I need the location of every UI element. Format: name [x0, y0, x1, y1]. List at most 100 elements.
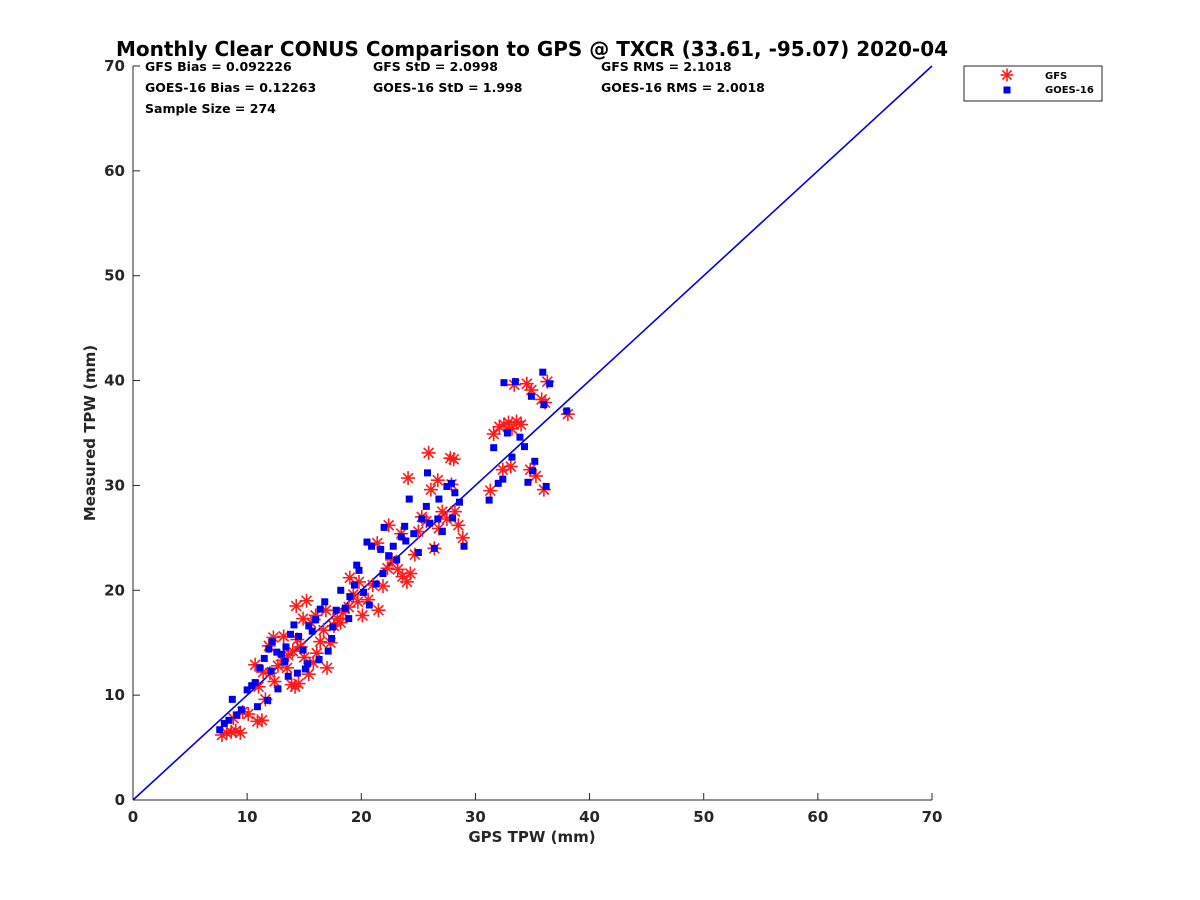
goes-16-point: [401, 522, 409, 530]
series-goes-16: [216, 368, 571, 734]
legend: GFS GOES-16: [963, 65, 1103, 102]
goes-16-point: [385, 552, 393, 560]
x-tick-label: 0: [128, 808, 138, 826]
gfs-point: [451, 518, 466, 533]
goes-16-point: [503, 429, 511, 437]
goes-16-point: [284, 672, 292, 680]
gfs-point: [455, 530, 470, 545]
goes-16-point: [494, 479, 502, 487]
y-tick-label: 30: [104, 476, 125, 494]
legend-label-gfs: GFS: [1045, 71, 1067, 82]
gfs-point: [241, 707, 256, 722]
legend-marker-goes-16: [1003, 86, 1011, 94]
one-to-one-line: [132, 65, 933, 801]
goes-16-point: [423, 469, 431, 477]
goes-16-point: [380, 523, 388, 531]
x-tick-label: 70: [922, 808, 943, 826]
goes-16-point: [460, 542, 468, 550]
goes-16-point: [341, 604, 349, 612]
gfs-point: [495, 462, 510, 477]
goes-16-point: [321, 598, 329, 606]
goes-16-point: [539, 368, 547, 376]
goes-16-point: [546, 380, 554, 388]
gfs-point: [355, 608, 370, 623]
goes-16-point: [529, 467, 536, 475]
goes-16-point: [542, 482, 550, 490]
stat-goes-bias: GOES-16 Bias = 0.12263: [145, 80, 316, 95]
goes-16-point: [365, 601, 373, 609]
goes-16-point: [332, 606, 340, 614]
goes-16-point: [316, 605, 324, 613]
gfs-point: [291, 676, 306, 691]
goes-16-point: [434, 515, 442, 523]
gfs-point: [299, 593, 314, 608]
x-axis-label: GPS TPW (mm): [468, 828, 595, 846]
goes-16-point: [430, 544, 438, 552]
goes-16-point: [372, 580, 380, 588]
goes-16-point: [256, 664, 264, 672]
stat-gfs-std: GFS StD = 2.0998: [373, 59, 498, 74]
goes-16-point: [277, 650, 285, 658]
gfs-point: [280, 660, 295, 675]
goes-16-point: [308, 627, 316, 635]
legend-marker-gfs: [1000, 68, 1014, 82]
goes-16-point: [295, 632, 303, 640]
goes-16-point: [414, 549, 422, 557]
reference-line: [132, 65, 933, 801]
goes-16-point: [293, 669, 301, 677]
goes-16-point: [260, 654, 268, 662]
data-marks: [215, 368, 575, 742]
gfs-point: [313, 634, 328, 649]
y-tick-label: 0: [115, 791, 125, 809]
legend-goes-16-square: [1003, 86, 1011, 94]
gfs-point: [421, 445, 436, 460]
goes-16-point: [360, 588, 368, 596]
x-tick-label: 40: [579, 808, 600, 826]
goes-16-point: [290, 621, 298, 629]
gfs-point: [333, 615, 348, 630]
goes-16-point: [305, 622, 313, 630]
x-tick-label: 10: [237, 808, 258, 826]
goes-16-point: [405, 495, 413, 503]
goes-16-point: [243, 686, 251, 694]
gfs-point: [486, 427, 501, 442]
gfs-point: [430, 473, 445, 488]
goes-16-point: [449, 514, 457, 522]
goes-16-point: [346, 593, 354, 601]
goes-16-point: [329, 623, 337, 631]
gfs-point: [289, 599, 304, 614]
y-tick-label: 60: [104, 162, 125, 180]
goes-16-point: [531, 457, 539, 465]
goes-16-point: [233, 711, 241, 719]
goes-16-point: [410, 530, 418, 538]
goes-16-point: [379, 570, 387, 578]
gfs-point: [435, 504, 450, 519]
goes-16-point: [228, 695, 236, 703]
goes-16-point: [393, 556, 401, 564]
goes-16-point: [216, 726, 224, 734]
gfs-point: [371, 603, 386, 618]
gfs-point: [276, 629, 291, 644]
goes-16-point: [251, 679, 259, 687]
goes-16-point: [389, 542, 397, 550]
gfs-point: [483, 483, 498, 498]
goes-16-point: [363, 538, 371, 546]
x-tick-label: 30: [465, 808, 486, 826]
goes-16-point: [268, 638, 276, 646]
axes: 0 10 20 30 40 50 60 70 0 10 20 30 40 50 60 70: [104, 57, 942, 826]
stat-goes-rms: GOES-16 RMS = 2.0018: [601, 80, 765, 95]
goes-16-point: [282, 643, 290, 651]
y-tick-label: 50: [104, 267, 125, 285]
goes-16-point: [527, 392, 535, 400]
y-axis-label: Measured TPW (mm): [81, 345, 99, 521]
goes-16-point: [324, 647, 332, 655]
x-tick-label: 60: [807, 808, 828, 826]
legend-label-goes-16: GOES-16: [1045, 85, 1094, 96]
gfs-point: [423, 482, 438, 497]
gfs-point: [296, 611, 311, 626]
goes-16-point: [337, 586, 345, 594]
goes-16-point: [353, 561, 361, 569]
goes-16-point: [521, 443, 529, 451]
goes-16-point: [345, 615, 353, 623]
